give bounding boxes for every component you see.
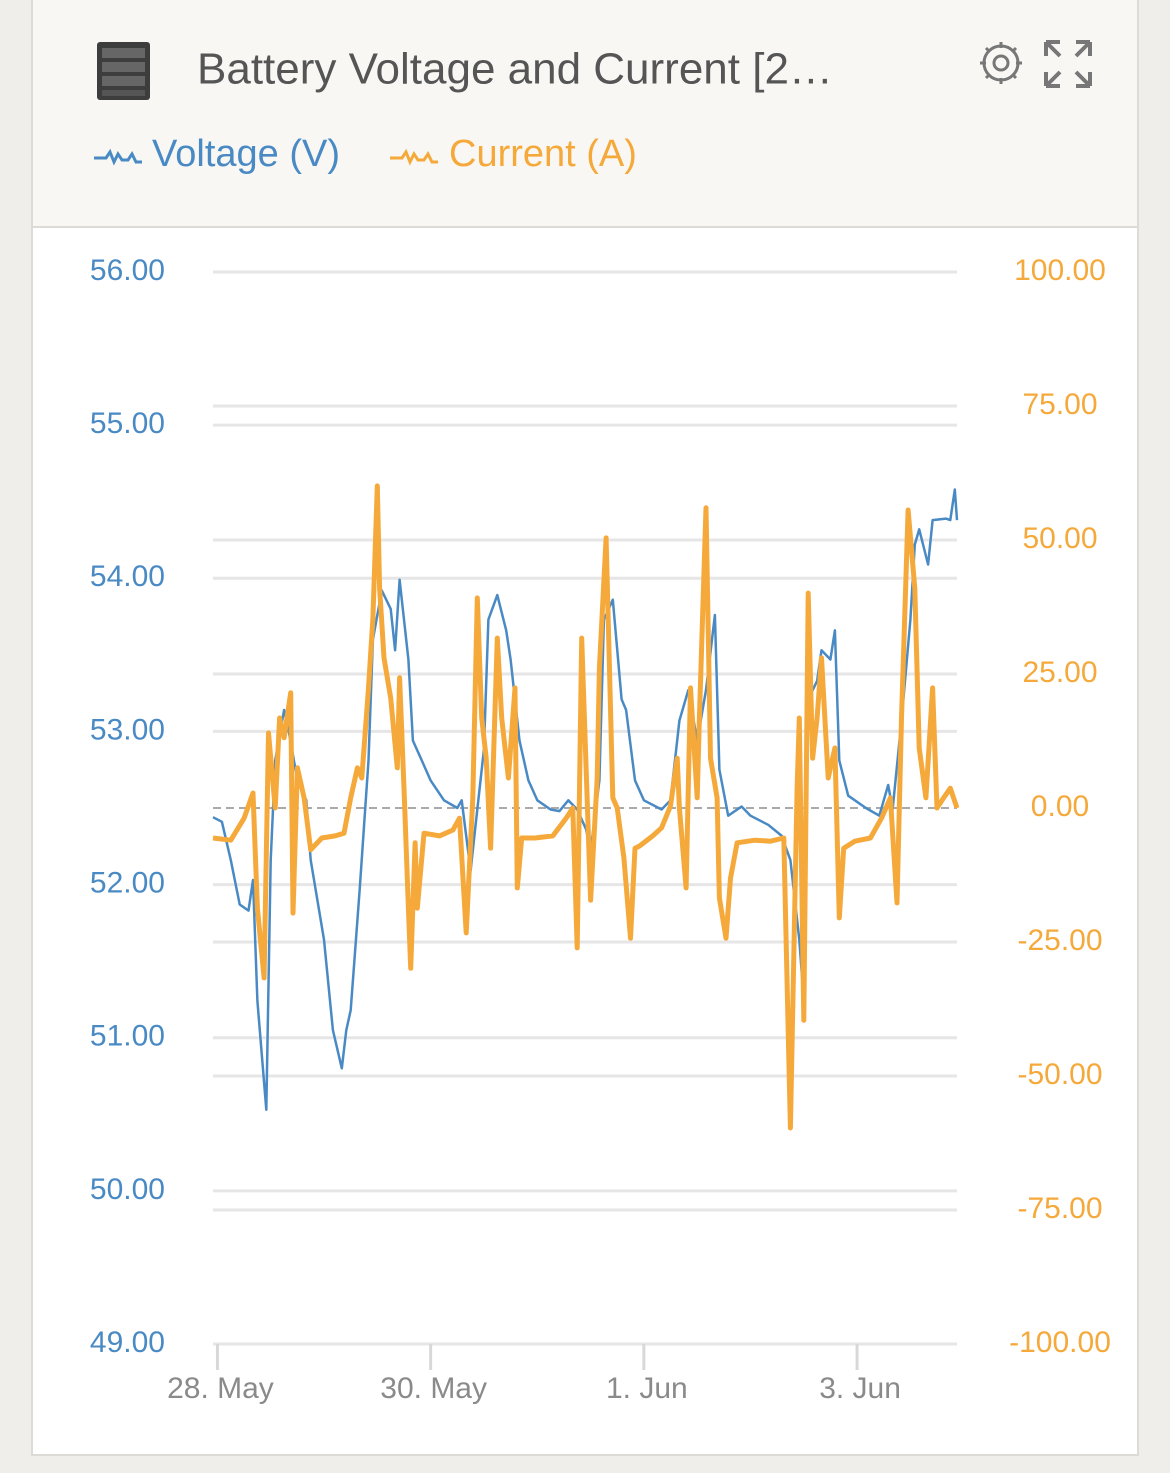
plot-area: 49.00 50.00 51.00 52.00 53.00 54.00 55.00 56.00… bbox=[90, 254, 1111, 1405]
battery-icon bbox=[97, 42, 150, 100]
card-header bbox=[33, 0, 1137, 227]
x-tick-label: 30. May bbox=[380, 1372, 487, 1405]
y2-tick-label: 25.00 bbox=[1022, 656, 1097, 689]
y2-tick-label: -25.00 bbox=[1017, 924, 1102, 957]
legend-voltage[interactable]: Voltage (V) bbox=[94, 133, 340, 175]
y-tick-label: 56.00 bbox=[90, 254, 165, 287]
y-tick-label: 55.00 bbox=[90, 407, 165, 440]
y-tick-label: 51.00 bbox=[90, 1020, 165, 1053]
legend-current[interactable]: Current (A) bbox=[390, 133, 637, 175]
y2-tick-label: 100.00 bbox=[1014, 254, 1106, 287]
x-tick-label: 3. Jun bbox=[819, 1372, 901, 1405]
y2-tick-label: 0.00 bbox=[1031, 790, 1089, 823]
x-tick-label: 28. May bbox=[167, 1372, 274, 1405]
y2-tick-label: 50.00 bbox=[1022, 522, 1097, 555]
y2-tick-label: 75.00 bbox=[1022, 388, 1097, 421]
y-tick-label: 54.00 bbox=[90, 560, 165, 593]
y-tick-label: 52.00 bbox=[90, 866, 165, 899]
settings-button[interactable] bbox=[980, 42, 1022, 84]
chart-title: Battery Voltage and Current [2… bbox=[197, 45, 833, 94]
legend-label: Current (A) bbox=[449, 133, 637, 175]
y2-tick-label: -100.00 bbox=[1009, 1326, 1111, 1359]
y-tick-label: 49.00 bbox=[90, 1326, 165, 1359]
y2-tick-label: -50.00 bbox=[1017, 1058, 1102, 1091]
series-line bbox=[212, 483, 960, 1131]
series-line bbox=[212, 488, 959, 1111]
legend-label: Voltage (V) bbox=[152, 133, 340, 175]
y2-tick-label: -75.00 bbox=[1017, 1192, 1102, 1225]
y-tick-label: 53.00 bbox=[90, 713, 165, 746]
x-tick-label: 1. Jun bbox=[606, 1372, 688, 1405]
fullscreen-button[interactable] bbox=[1044, 40, 1092, 88]
y-tick-label: 50.00 bbox=[90, 1173, 165, 1206]
